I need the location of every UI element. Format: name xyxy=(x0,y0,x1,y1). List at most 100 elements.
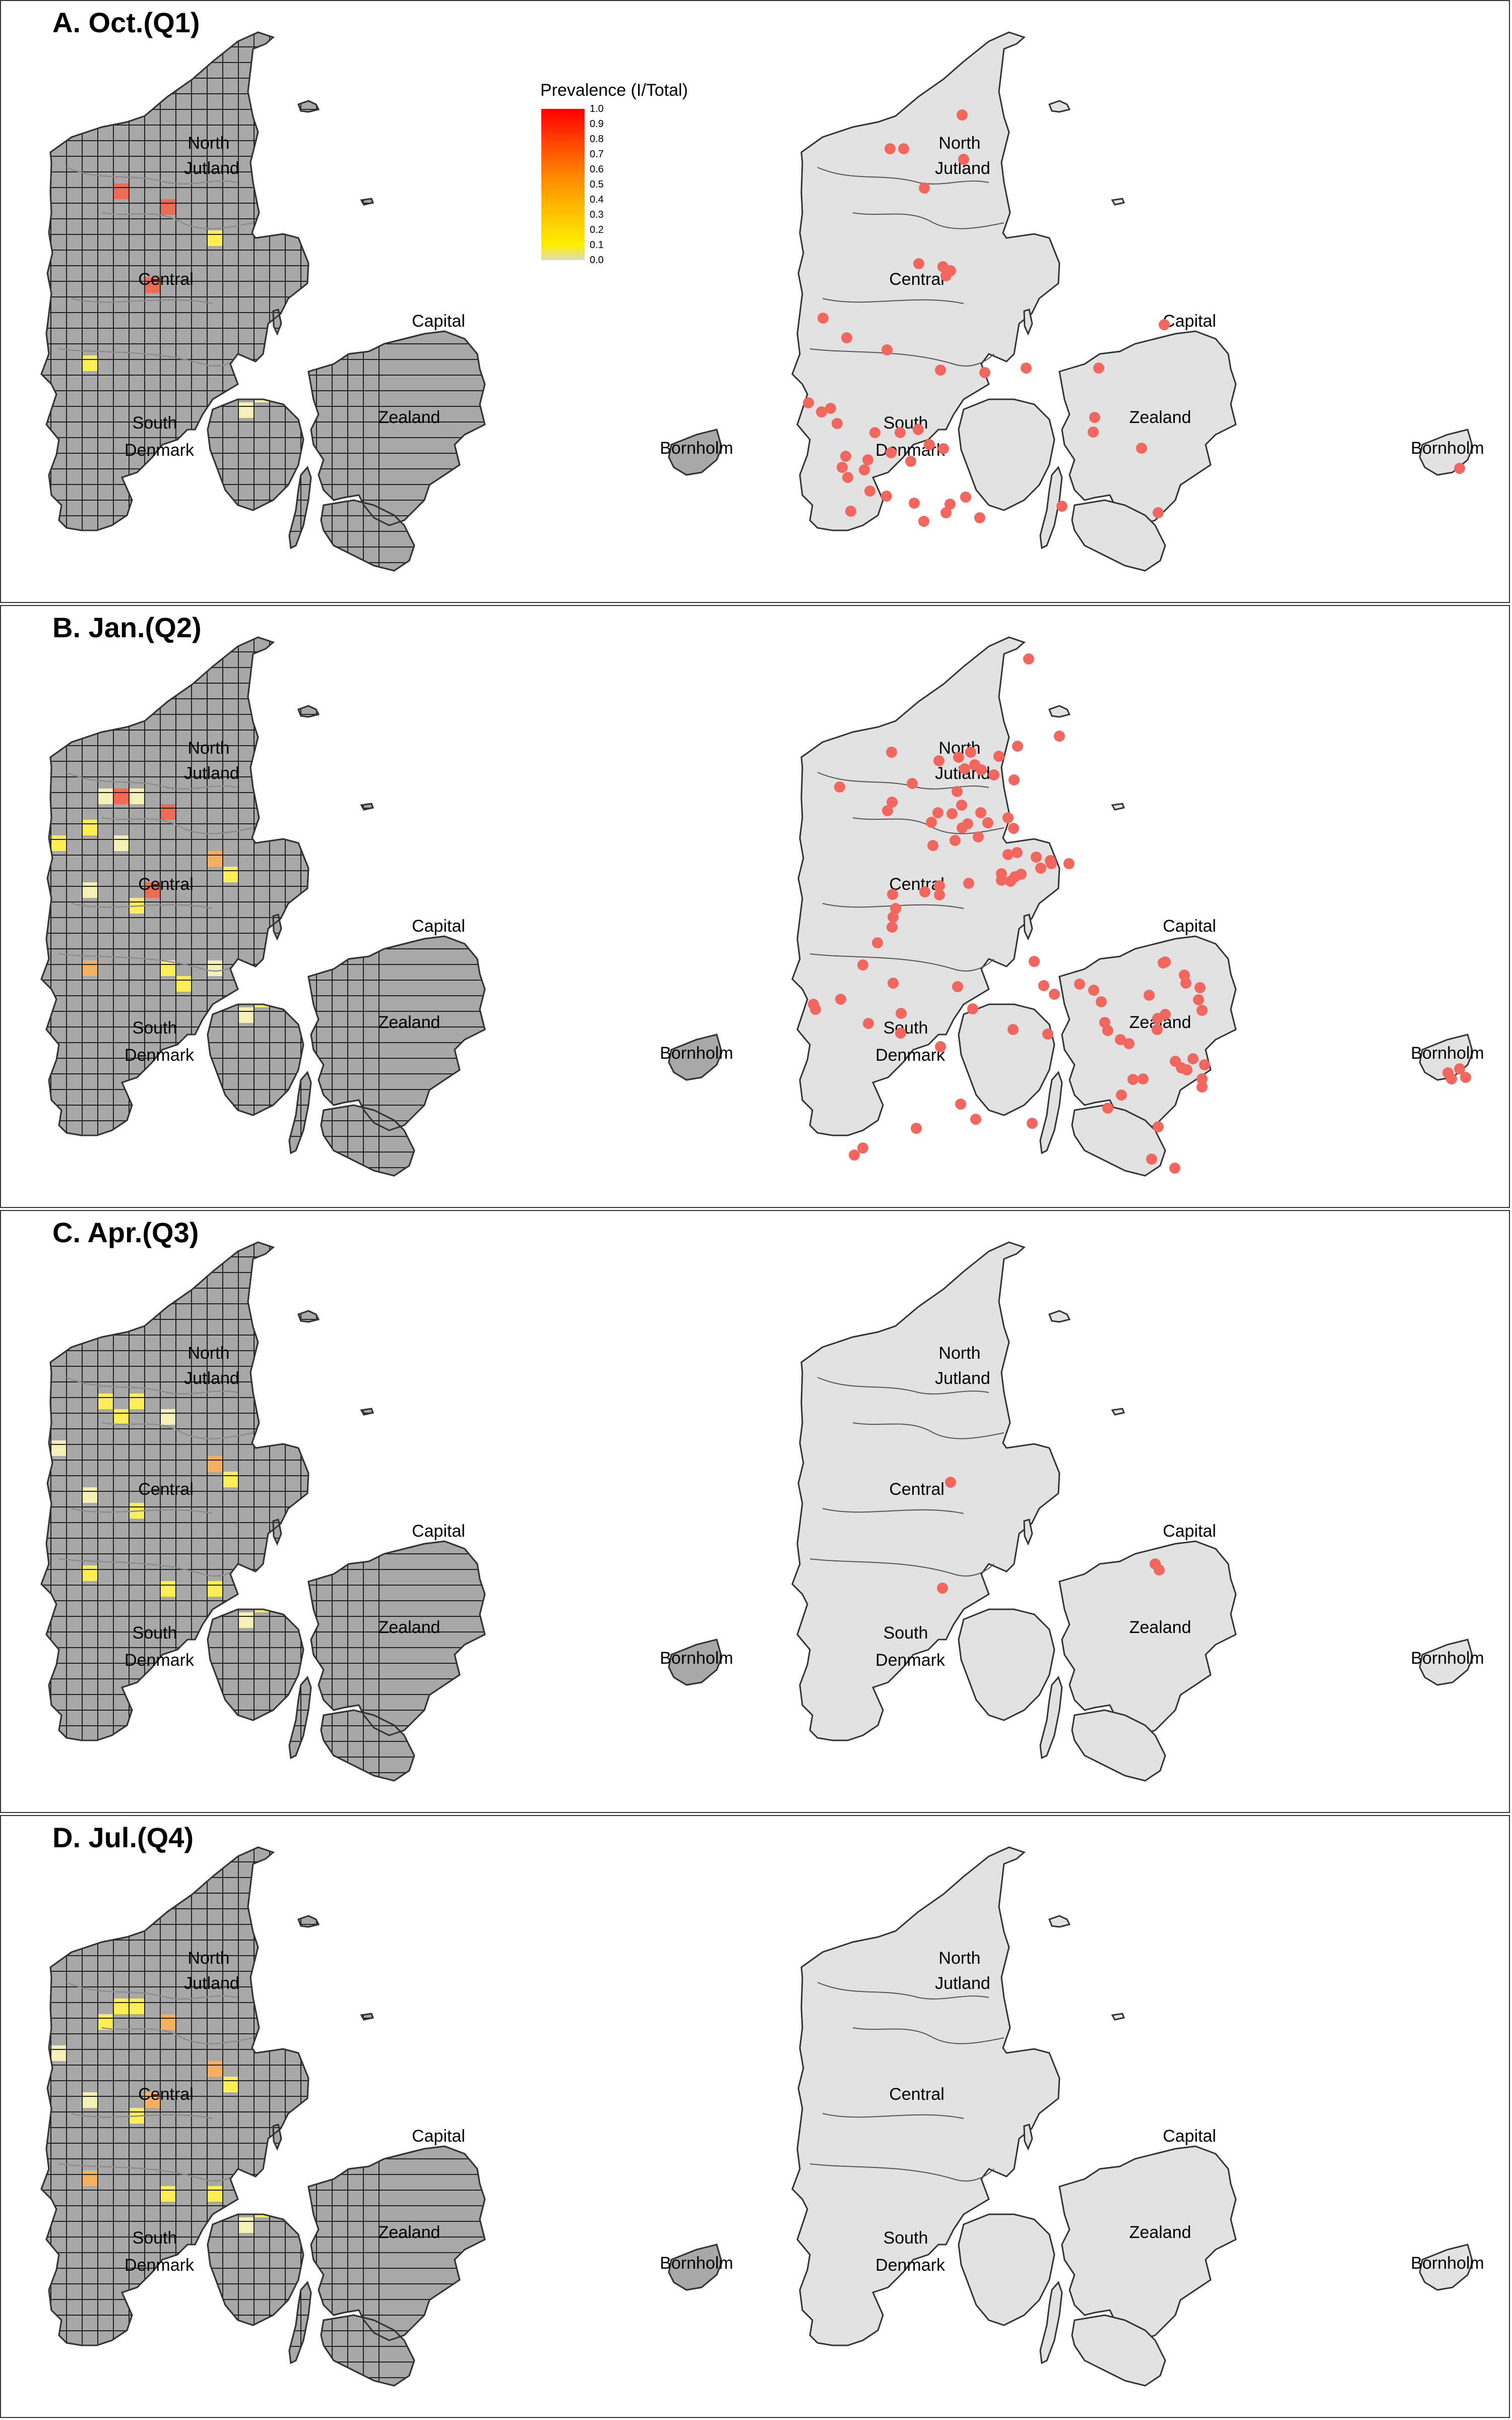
point-map: NorthJutlandCentralSouthDenmarkCapitalZe… xyxy=(791,31,1484,572)
case-point xyxy=(1154,1564,1165,1576)
region-label-south_1: South xyxy=(133,2228,177,2248)
island-lolland xyxy=(1071,1709,1166,1782)
case-point xyxy=(882,805,893,816)
case-point xyxy=(959,763,970,774)
case-point xyxy=(1196,1081,1208,1093)
choropleth-map: North Jutland Central South Denmark Capital Ze… xyxy=(40,1846,733,2387)
case-point xyxy=(1123,1038,1135,1049)
region-label-north_1: North xyxy=(938,1949,980,1968)
prevalence-cell xyxy=(113,835,129,851)
island-langeland xyxy=(1039,1071,1063,1155)
region-label-capital: Capital xyxy=(412,917,465,936)
panel-c: North Jutland Central South Denmark Capital Ze… xyxy=(0,1210,1510,1813)
panel-title: C. Apr.(Q3) xyxy=(52,1217,199,1248)
legend-tick: 0.7 xyxy=(590,149,604,160)
case-point xyxy=(887,797,898,808)
region-label-capital: Capital xyxy=(1163,312,1216,331)
island-zealand xyxy=(307,1540,486,1736)
region-label-bornholm: Bornholm xyxy=(660,439,733,458)
case-point xyxy=(947,808,958,819)
island-funen xyxy=(958,2213,1055,2326)
point-map: NorthJutlandCentralSouthDenmarkCapitalZe… xyxy=(791,636,1484,1177)
point-map: NorthJutlandCentralSouthDenmarkCapitalZe… xyxy=(791,1241,1484,1782)
region-label-south_1: South xyxy=(884,2228,928,2248)
region-label-capital: Capital xyxy=(1163,2127,1216,2146)
region-label-south_1: South xyxy=(133,413,177,433)
region-label-zealand: Zealand xyxy=(379,2223,440,2242)
case-point xyxy=(911,1123,922,1134)
prevalence-cell xyxy=(238,2217,254,2233)
case-point xyxy=(938,443,949,454)
prevalence-cell xyxy=(82,820,98,835)
case-point xyxy=(869,427,880,438)
prevalence-cell xyxy=(82,960,98,976)
region-label-south_1: South xyxy=(884,1623,928,1643)
case-point xyxy=(988,769,999,780)
region-label-south_2: Denmark xyxy=(124,441,195,460)
case-point xyxy=(895,427,906,438)
case-point xyxy=(924,439,935,450)
island-funen xyxy=(207,398,304,511)
case-point xyxy=(886,447,897,458)
case-point xyxy=(962,818,973,829)
case-point xyxy=(919,183,930,194)
prevalence-cell xyxy=(207,2186,223,2202)
point-map: NorthJutlandCentralSouthDenmarkCapitalZe… xyxy=(791,1846,1484,2387)
case-point xyxy=(1116,1090,1127,1101)
region-label-south_2: Denmark xyxy=(875,1651,946,1670)
choropleth-map: North Jutland Central South Denmark Capital Ze… xyxy=(40,31,733,572)
prevalence-legend: Prevalence (I/Total) 1.0 0.9 0.8 0.7 0.6 0.5 0.… xyxy=(540,81,688,272)
case-point xyxy=(1181,1064,1192,1075)
region-label-zealand: Zealand xyxy=(1129,2223,1191,2242)
case-point xyxy=(1196,1005,1208,1016)
case-point xyxy=(1454,1063,1465,1074)
panel-maps: North Jutland Central South Denmark Capital Ze… xyxy=(40,636,1484,1177)
prevalence-cell xyxy=(98,2014,113,2030)
prevalence-cell xyxy=(207,1581,223,1597)
prevalence-cell xyxy=(113,789,129,804)
prevalence-cell xyxy=(113,1409,129,1425)
panel-title: D. Jul.(Q4) xyxy=(52,1822,194,1853)
island-lolland xyxy=(1071,2314,1166,2387)
case-point xyxy=(960,492,971,503)
case-point xyxy=(1056,501,1067,512)
island-samso xyxy=(1023,2124,1033,2151)
region-label-capital: Capital xyxy=(1163,1522,1216,1541)
region-label-central: Central xyxy=(138,270,194,289)
legend-tick: 0.8 xyxy=(590,134,604,145)
case-point xyxy=(1042,1028,1053,1040)
case-point xyxy=(834,781,845,793)
case-point xyxy=(1153,507,1164,518)
region-label-north_2: Jutland xyxy=(184,764,239,783)
region-label-central: Central xyxy=(889,1480,944,1499)
case-point xyxy=(849,1150,860,1161)
case-point xyxy=(993,751,1004,762)
case-point xyxy=(1446,1073,1457,1084)
region-label-south_2: Denmark xyxy=(124,1651,195,1670)
prevalence-cell xyxy=(145,2092,160,2108)
case-point xyxy=(1009,774,1020,785)
region-label-capital: Capital xyxy=(1163,917,1216,936)
panel-title: A. Oct.(Q1) xyxy=(52,7,200,38)
island-zealand xyxy=(307,330,486,526)
case-point xyxy=(1093,362,1104,374)
case-point xyxy=(937,1583,948,1594)
prevalence-cell xyxy=(82,2170,98,2186)
case-point xyxy=(1049,989,1060,1000)
case-point xyxy=(841,332,852,343)
case-point xyxy=(825,403,836,414)
region-label-north_1: North xyxy=(187,134,229,153)
prevalence-cell xyxy=(207,2061,223,2077)
case-point xyxy=(945,1477,956,1488)
region-label-north_1: North xyxy=(938,134,980,153)
prevalence-cell xyxy=(207,230,223,246)
legend-tick: 0.9 xyxy=(590,118,604,130)
island-funen xyxy=(958,398,1055,511)
island-samso xyxy=(1023,914,1033,941)
case-point xyxy=(933,755,944,766)
prevalence-cell xyxy=(160,199,176,215)
case-point xyxy=(940,270,952,281)
case-point xyxy=(952,786,963,797)
region-label-south_2: Denmark xyxy=(124,1046,195,1065)
case-point xyxy=(1152,1024,1163,1035)
